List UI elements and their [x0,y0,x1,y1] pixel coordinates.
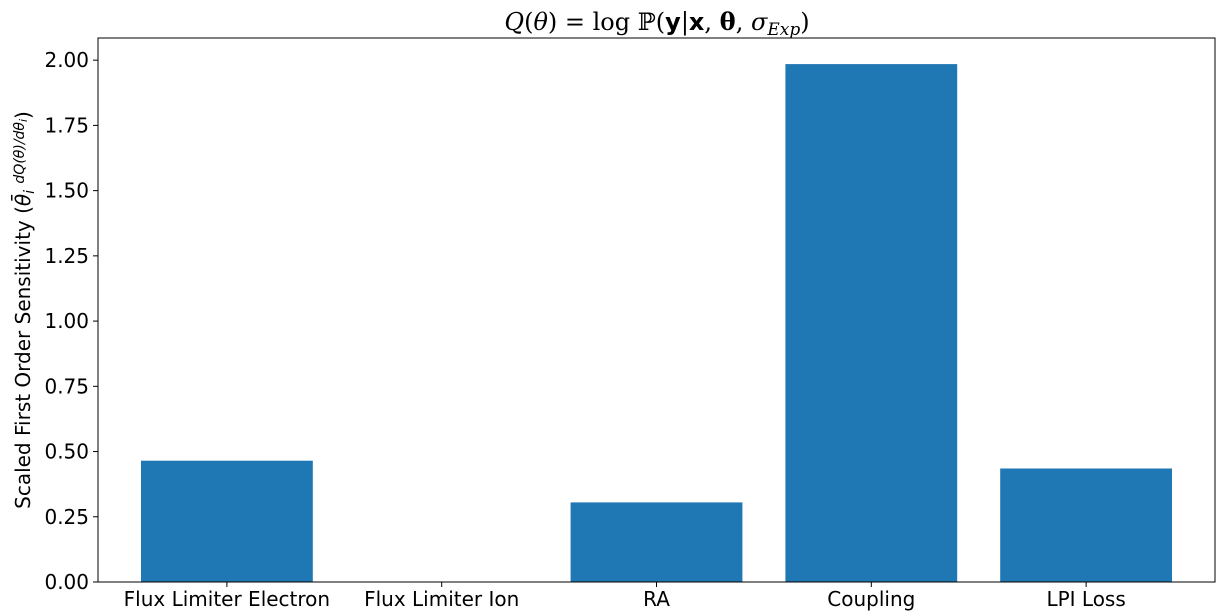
bar-flux-limiter-electron [141,460,313,582]
plot-area: 0.00 0.25 0.50 0.75 1.00 1.25 1.50 1.75 2.00 Flux… [44,48,1172,611]
bar-coupling [785,64,958,583]
y-tick-label: 1.50 [44,179,89,203]
y-tick-label: 0.75 [44,374,89,398]
y-tick-label: 2.00 [44,48,89,72]
chart-title: Q(θ) = log ℙ(y|x, θ, σExp) [504,7,809,40]
y-axis-label: Scaled First Order Sensitivity (θ̄i dQ(θ… [10,111,38,509]
y-tick-label: 0.50 [44,440,89,464]
y-tick-label: 1.75 [44,113,89,137]
svg-text:Scaled First Order Sensitivity: Scaled First Order Sensitivity (θ̄i dQ(θ… [10,111,38,509]
x-tick-label: RA [643,587,670,611]
y-tick-label: 0.00 [44,570,89,594]
y-tick-label: 1.25 [44,244,89,268]
bar-lpi-loss [1000,468,1172,582]
x-tick-label: Coupling [827,587,915,611]
y-tick-label: 1.00 [44,309,89,333]
x-tick-label: Flux Limiter Ion [364,587,519,611]
bar-ra [570,502,743,582]
x-tick-label: LPI Loss [1046,587,1125,611]
y-tick-label: 0.25 [44,505,89,529]
x-tick-label: Flux Limiter Electron [124,587,330,611]
axes-frame [97,37,1216,583]
